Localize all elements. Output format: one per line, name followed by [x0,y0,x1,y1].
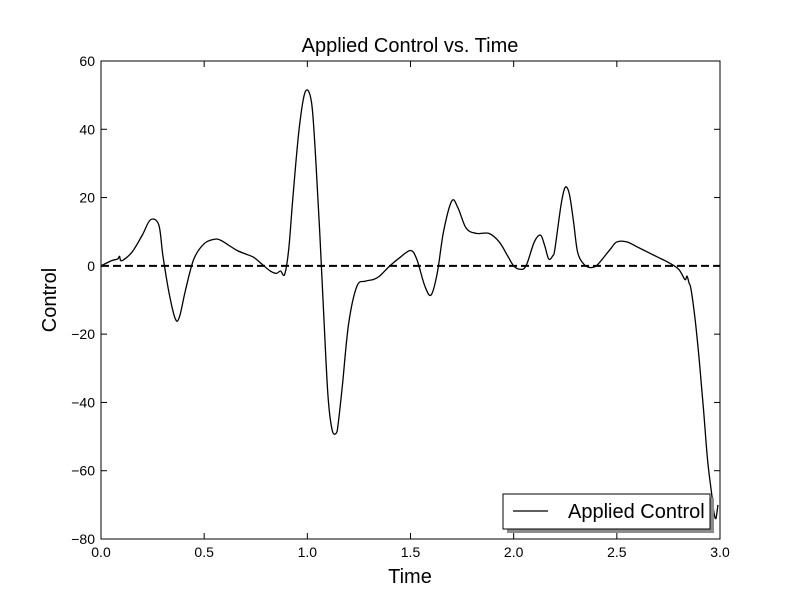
plot-area [101,61,720,539]
x-axis-ticks: 0.0 0.5 1.0 1.5 2.0 2.5 3.0 [91,61,730,560]
y-axis-title: Control [39,268,61,332]
plot-frame [100,60,721,540]
x-tick-label: 1.0 [298,544,318,560]
chart-title: Applied Control vs. Time [302,35,519,57]
x-tick-label: 2.5 [607,544,627,560]
y-tick-label: −40 [71,394,95,410]
y-tick-label: −20 [71,326,95,342]
y-tick-label: 60 [79,53,95,69]
x-tick-label: 0.0 [91,544,111,560]
y-tick-label: −60 [71,463,95,479]
x-tick-label: 0.5 [194,544,214,560]
x-tick-label: 1.5 [401,544,421,560]
y-tick-label: −80 [71,531,95,547]
legend-label-applied-control: Applied Control [568,501,705,523]
y-tick-label: 0 [87,258,95,274]
x-tick-label: 3.0 [710,544,730,560]
series-applied-control-line [100,89,719,520]
y-tick-label: 40 [79,121,95,137]
y-tick-label: 20 [79,190,95,206]
x-tick-label: 2.0 [504,544,524,560]
x-axis-title: Time [388,566,432,588]
y-axis-ticks: 60 40 20 0 −20 −40 −60 −80 [71,53,720,547]
legend: Applied Control [502,493,714,533]
